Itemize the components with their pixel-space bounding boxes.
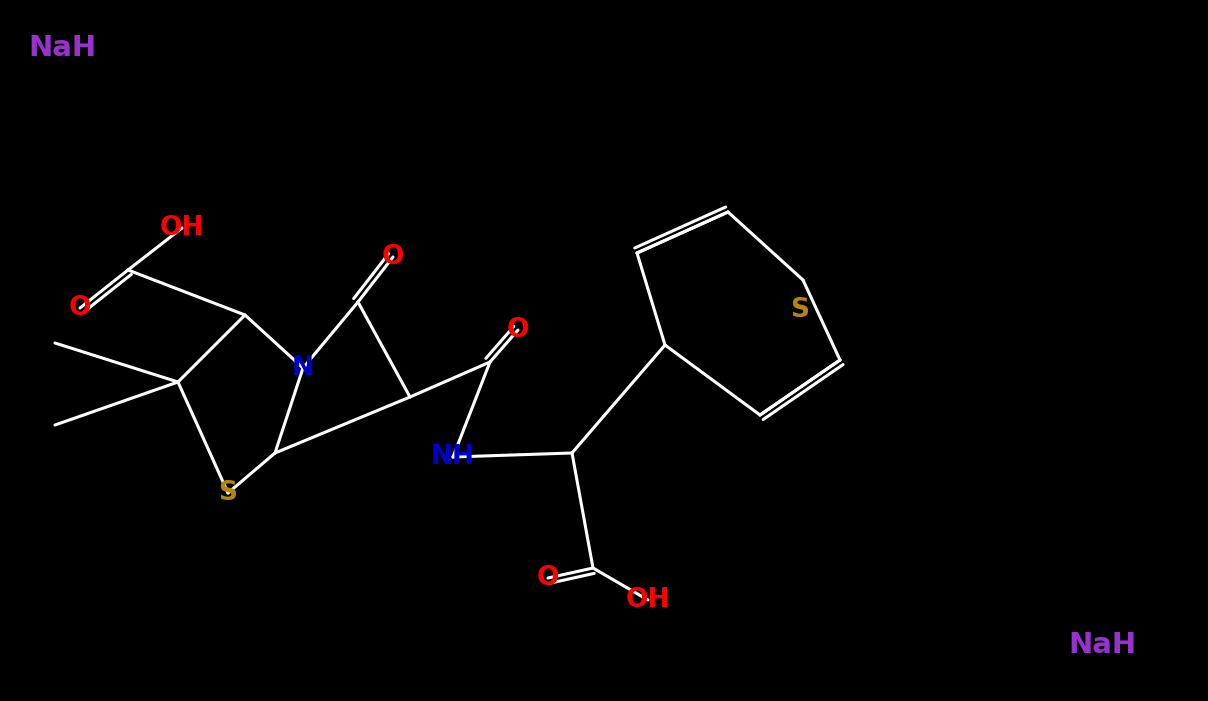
Text: S: S bbox=[219, 480, 238, 506]
Text: O: O bbox=[536, 565, 559, 591]
Text: OH: OH bbox=[159, 215, 204, 241]
Text: NaH: NaH bbox=[1068, 631, 1137, 659]
Text: S: S bbox=[790, 297, 809, 323]
Text: O: O bbox=[506, 317, 529, 343]
Text: NH: NH bbox=[431, 444, 475, 470]
Text: O: O bbox=[382, 244, 405, 270]
Text: O: O bbox=[69, 295, 92, 321]
Text: NaH: NaH bbox=[28, 34, 97, 62]
Text: OH: OH bbox=[626, 587, 670, 613]
Text: N: N bbox=[292, 355, 314, 381]
